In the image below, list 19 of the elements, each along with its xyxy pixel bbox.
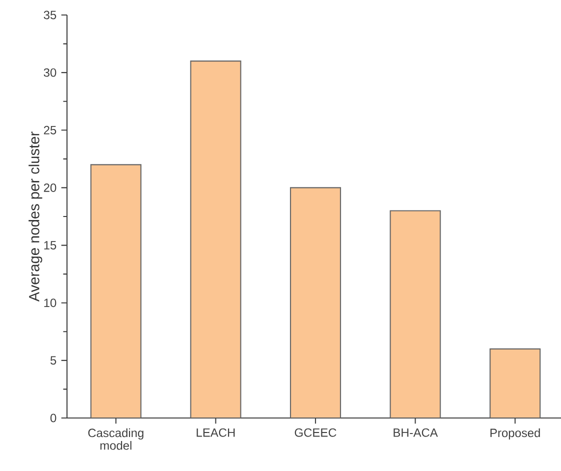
y-tick-label: 5 (50, 356, 56, 365)
bar (90, 164, 142, 418)
bar (190, 60, 242, 418)
bar (290, 187, 342, 418)
y-tick-label: 25 (44, 126, 56, 134)
y-tick-label: 30 (44, 68, 56, 77)
x-tick-label: Cascading model (88, 428, 144, 450)
y-tick-label: 20 (44, 183, 56, 192)
bar (390, 210, 441, 418)
y-axis-title: Average nodes per cluster (28, 132, 42, 302)
y-tick-label: 10 (44, 298, 56, 308)
x-tick-label: BH-ACA (394, 428, 438, 437)
x-tick-label: Proposed (490, 428, 540, 440)
y-tick-label: 15 (44, 241, 56, 250)
x-tick-label: GCEEC (294, 428, 336, 437)
y-tick-label: 35 (44, 10, 56, 20)
bar (490, 348, 541, 418)
x-tick-label: LEACH (196, 428, 235, 437)
y-tick-label: 0 (50, 414, 56, 422)
